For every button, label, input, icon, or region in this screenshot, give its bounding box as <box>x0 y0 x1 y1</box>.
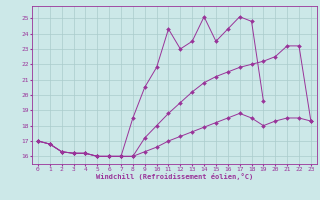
X-axis label: Windchill (Refroidissement éolien,°C): Windchill (Refroidissement éolien,°C) <box>96 173 253 180</box>
